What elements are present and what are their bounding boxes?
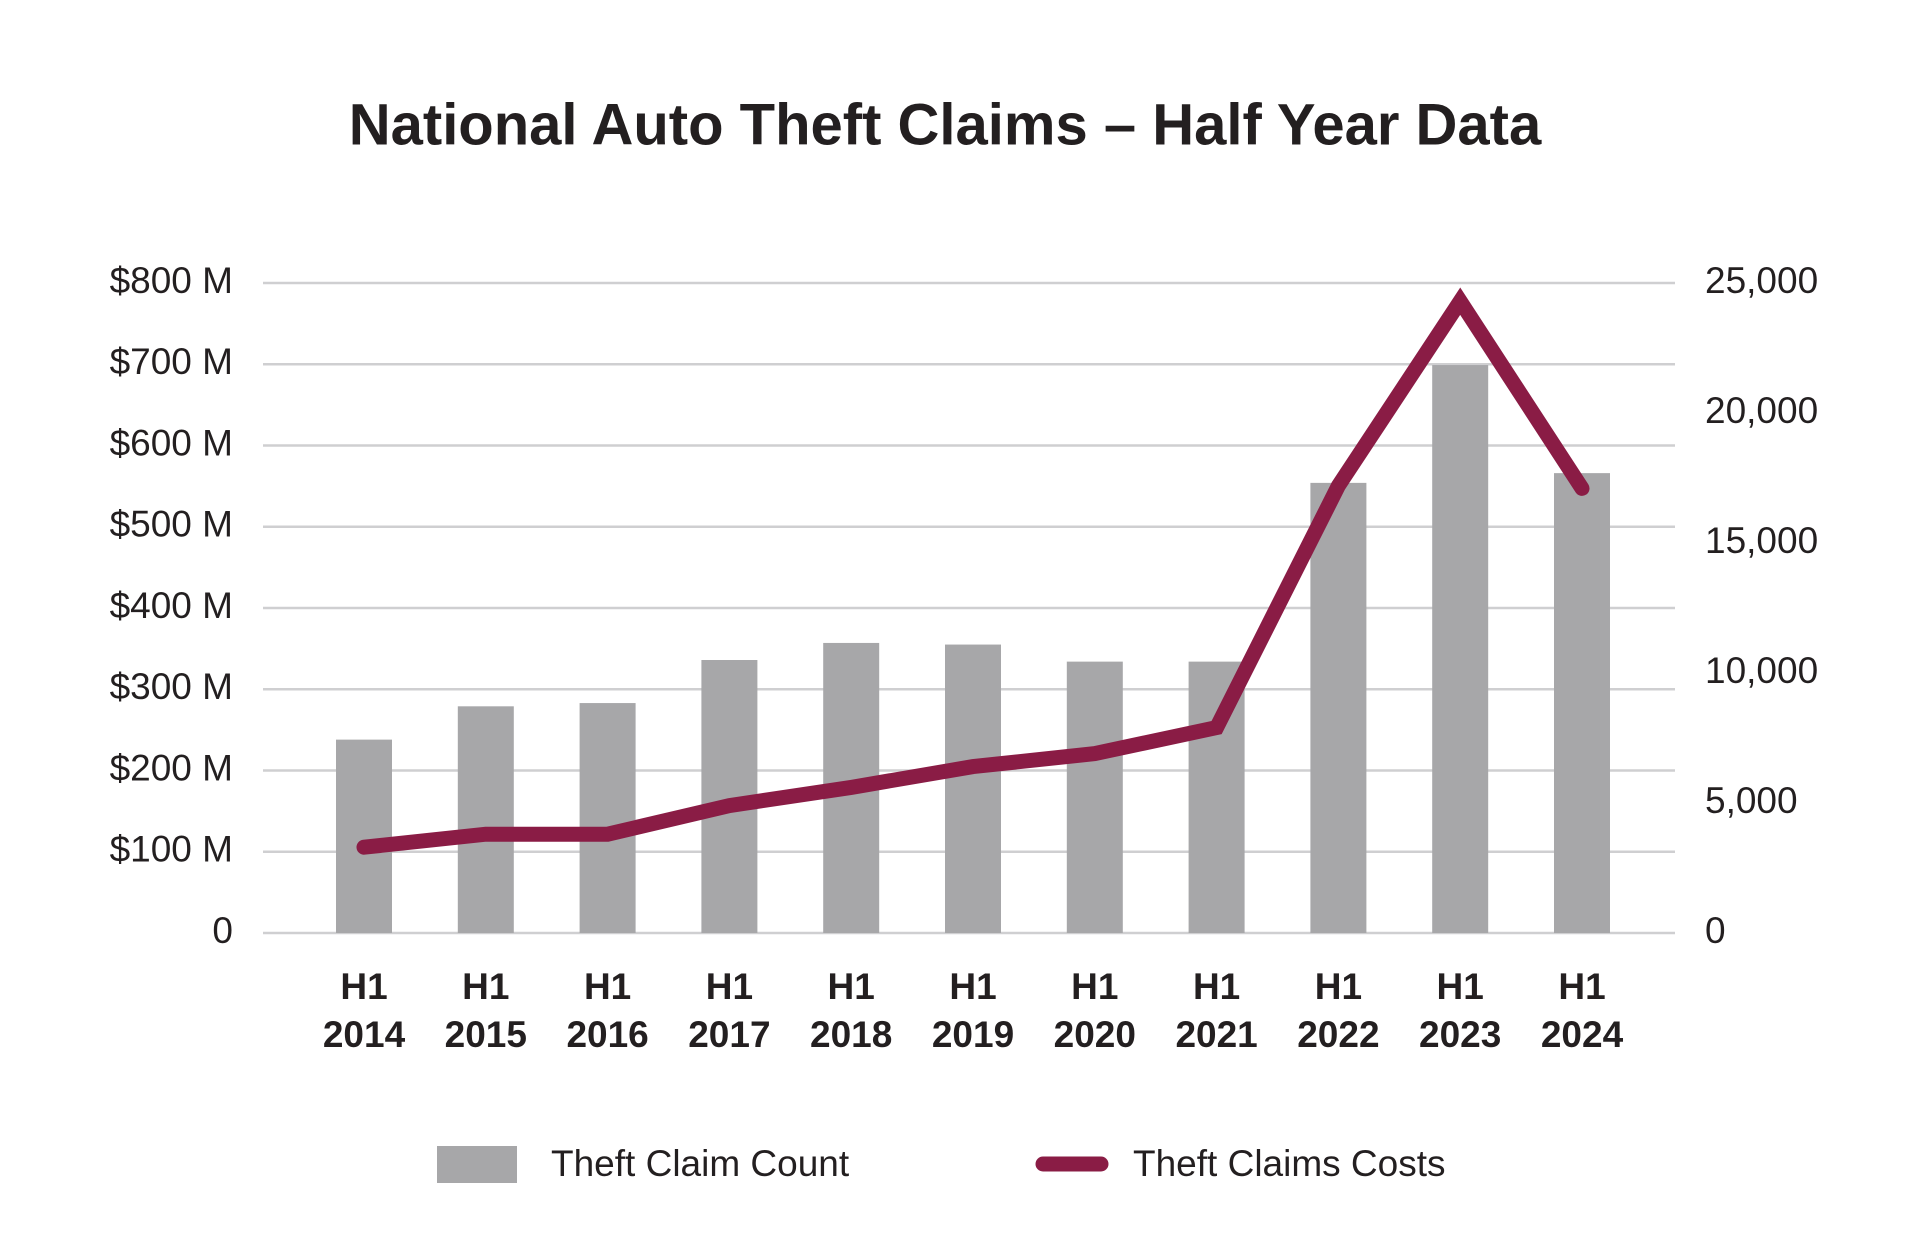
x-tick-label: H1 2018 <box>810 966 893 1055</box>
y2-tick-label: 25,000 <box>1705 260 1818 301</box>
legend-label: Theft Claims Costs <box>1133 1143 1446 1184</box>
x-tick-label: H1 2019 <box>931 966 1015 1055</box>
y-tick-label: $200 M <box>110 747 233 788</box>
y-tick-label: $500 M <box>110 504 233 545</box>
x-tick-label: H1 2014 <box>322 966 406 1055</box>
bar <box>1554 473 1610 933</box>
x-tick-label: H1 2022 <box>1297 966 1380 1055</box>
y-tick-label: $600 M <box>110 422 233 463</box>
bar <box>1066 661 1123 933</box>
x-tick-label: H1 2016 <box>566 966 649 1055</box>
legend-label: Theft Claim Count <box>551 1143 850 1184</box>
x-tick-label: H1 2023 <box>1419 966 1502 1055</box>
x-tick-label: H1 2020 <box>1053 966 1136 1055</box>
bar <box>336 739 392 933</box>
bar <box>1310 482 1367 933</box>
bar <box>579 703 636 933</box>
y-tick-label: $300 M <box>110 666 233 707</box>
y2-tick-label: 5,000 <box>1705 780 1798 821</box>
y2-tick-label: 0 <box>1705 910 1726 951</box>
x-tick-label: H1 2017 <box>688 966 771 1055</box>
y-tick-label: $700 M <box>110 341 233 382</box>
bar <box>457 706 514 933</box>
x-tick-label: H1 2024 <box>1540 966 1624 1055</box>
y2-tick-label: 15,000 <box>1705 520 1818 561</box>
y2-tick-label: 20,000 <box>1705 390 1818 431</box>
y-tick-label: $800 M <box>110 260 233 301</box>
y-tick-label: $100 M <box>110 829 233 870</box>
y2-tick-label: 10,000 <box>1705 650 1818 691</box>
line <box>356 287 1590 855</box>
x-tick-label: H1 2021 <box>1175 966 1258 1055</box>
y-tick-label: $400 M <box>110 585 233 626</box>
bar <box>945 644 1001 933</box>
chart-title: National Auto Theft Claims – Half Year D… <box>349 92 1542 157</box>
bar <box>1432 365 1489 933</box>
y-tick-label: 0 <box>212 910 233 951</box>
legend-swatch <box>437 1146 517 1183</box>
x-tick-label: H1 2015 <box>444 966 527 1055</box>
